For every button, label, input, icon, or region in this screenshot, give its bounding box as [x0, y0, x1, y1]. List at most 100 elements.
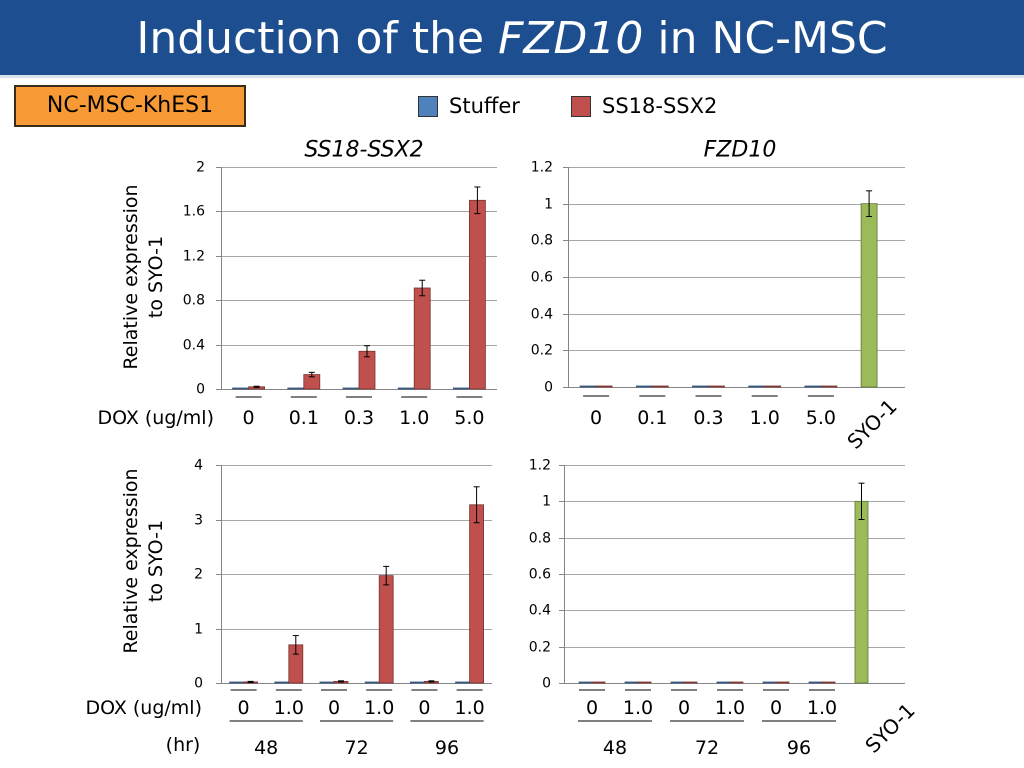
stuffer-bar [716, 681, 731, 684]
ss18-ssx2-bar [469, 504, 485, 684]
ss18-ssx2-bar [775, 681, 790, 684]
x-axis-label: DOX (ug/ml) [85, 697, 202, 719]
ss18-ssx2-bar [708, 385, 725, 388]
stuffer-bar [274, 681, 290, 684]
ss18-ssx2-bar [729, 681, 744, 684]
ss18-ssx2-bar [821, 681, 836, 684]
ss18-ssx2-bar [591, 681, 606, 684]
stuffer-bar [762, 681, 777, 684]
stuffer-bar [748, 385, 766, 388]
slide-title-suffix: in NC-MSC [643, 13, 888, 64]
slide-title: Induction of the FZD10 in NC-MSC [0, 0, 1024, 75]
chart-fzd10-time: 0 0.2 0.4 0.6 0.8 1 1.2 0 1.0 0 1.0 0 1.0 SYO-1 48 72 96 [529, 458, 920, 760]
stuffer-bar [319, 681, 335, 684]
y-tick-label: 1.2 [531, 160, 553, 176]
category-label: 0.3 [344, 407, 374, 429]
stuffer-bar [692, 385, 709, 388]
syo-1-reference-bar [854, 500, 869, 684]
category-label: 5.0 [806, 407, 836, 429]
stuffer-bar [287, 387, 305, 390]
legend-swatch-stuffer [418, 95, 438, 117]
category-label: 1.0 [623, 697, 653, 719]
y-axis-label: to SYO-1 [145, 236, 167, 318]
category-label: 1.0 [807, 697, 837, 719]
category-label: 0 [678, 697, 690, 719]
category-label: 0 [238, 697, 250, 719]
y-axis-label: Relative expression [120, 468, 142, 653]
error-bar [308, 371, 315, 378]
stuffer-bar [409, 681, 425, 684]
stuffer-bar [232, 387, 250, 390]
y-tick-label: 0.8 [183, 293, 205, 309]
slide-title-gene: FZD10 [498, 13, 644, 64]
y-tick-label: 0 [194, 676, 203, 692]
stuffer-bar [229, 681, 245, 684]
y-axis-label: to SYO-1 [145, 520, 167, 602]
chart-title: SS18-SSX2 [304, 138, 423, 163]
y-tick-label: 1.6 [183, 204, 205, 220]
syo-1-reference-bar [860, 203, 878, 388]
category-label: 1.0 [454, 697, 484, 719]
ss18-ssx2-bar [468, 199, 486, 390]
category-label: 1.0 [399, 407, 429, 429]
y-tick-label: 1.2 [529, 458, 551, 474]
stuffer-bar [808, 681, 823, 684]
time-group-label: 72 [345, 737, 369, 759]
category-label: 0 [586, 697, 598, 719]
category-label: 1.0 [750, 407, 780, 429]
cell-line-label: NC-MSC-KhES1 [14, 85, 246, 127]
category-label: 1.0 [715, 697, 745, 719]
ss18-ssx2-bar [820, 385, 838, 388]
ss18-ssx2-bar [595, 385, 613, 388]
chart-ss18-ssx2-time: 0 1 2 3 4 0 1.0 0 1.0 0 1.0 48 72 96 (hr) Relative expr… [85, 458, 492, 759]
y-tick-label: 3 [194, 513, 203, 529]
y-tick-label: 0 [544, 380, 553, 396]
legend-label-ss18-ssx2: SS18-SSX2 [602, 94, 718, 118]
slide-title-prefix: Induction of the [136, 13, 499, 64]
y-tick-label: 0 [542, 676, 551, 692]
time-group-label: 72 [695, 737, 719, 759]
ss18-ssx2-bar [637, 681, 652, 684]
category-label: 0 [590, 407, 602, 429]
stuffer-bar [455, 681, 471, 684]
y-tick-label: 1 [194, 622, 203, 638]
category-label: 0.1 [637, 407, 667, 429]
error-bar [866, 190, 873, 217]
stuffer-bar [804, 385, 822, 388]
category-label-reference: SYO-1 [842, 394, 901, 453]
y-tick-label: 0.2 [531, 343, 553, 359]
error-bar [253, 385, 260, 388]
category-label: 0 [243, 407, 255, 429]
y-tick-label: 1.2 [183, 249, 205, 265]
error-bar [858, 482, 865, 520]
category-label: 0.3 [693, 407, 723, 429]
legend-item-stuffer: Stuffer [418, 94, 520, 118]
category-label: 1.0 [274, 697, 304, 719]
title-divider [0, 75, 1024, 78]
category-label: 0 [770, 697, 782, 719]
chart-ss18-ssx2-dose: 0 0.4 0.8 1.2 1.6 2 0 0.1 0.3 1.0 5.0 SS18-SSX2 Rela… [97, 138, 497, 429]
y-tick-label: 0.4 [531, 307, 553, 323]
ss18-ssx2-bar [413, 287, 431, 390]
stuffer-bar [579, 385, 597, 388]
ss18-ssx2-bar [378, 575, 394, 684]
y-tick-label: 0.4 [529, 603, 551, 619]
title-bar: Induction of the FZD10 in NC-MSC [0, 0, 1024, 75]
category-label: 5.0 [454, 407, 484, 429]
y-tick-label: 0.2 [529, 640, 551, 656]
error-bar [473, 486, 480, 524]
legend-label-stuffer: Stuffer [449, 94, 520, 118]
stuffer-bar [578, 681, 593, 684]
category-label: 0.1 [289, 407, 319, 429]
time-group-label: 48 [254, 737, 278, 759]
error-bar [338, 680, 344, 683]
y-axis-label: Relative expression [120, 184, 142, 369]
y-tick-label: 0.8 [531, 233, 553, 249]
error-bar [364, 345, 370, 358]
y-tick-label: 0.8 [529, 531, 551, 547]
y-tick-label: 2 [194, 567, 203, 583]
chart-fzd10-dose: 0 0.2 0.4 0.6 0.8 1 1.2 0 0.1 0.3 1.0 5.0 SYO-1 FZD10 [531, 138, 905, 454]
stuffer-bar [452, 387, 470, 390]
error-bar [383, 565, 390, 586]
y-tick-label: 4 [194, 458, 203, 474]
